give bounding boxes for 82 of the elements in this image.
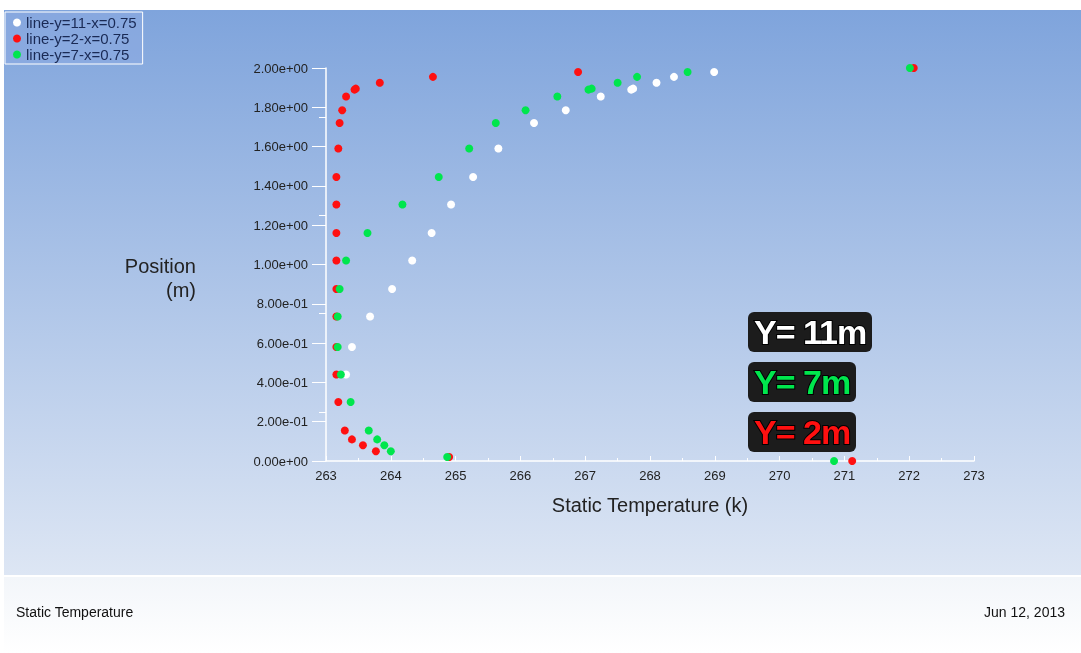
point [633, 72, 642, 81]
point [366, 312, 375, 321]
y-tick-label: 1.40e+00 [253, 178, 308, 194]
point [332, 173, 341, 182]
point [375, 78, 384, 87]
y-tick-label: 1.00e+00 [253, 257, 308, 272]
annotation: Y= 7m [748, 362, 857, 402]
y-tick-label: 0.00e+00 [253, 453, 308, 469]
point [336, 370, 345, 379]
y-tick-label: 8.00e-01 [256, 296, 308, 312]
point [447, 200, 456, 209]
point [596, 92, 605, 101]
point [561, 106, 570, 115]
point [848, 457, 857, 465]
y-tick-label: 2.00e+00 [253, 60, 308, 76]
point [342, 92, 351, 101]
point [342, 256, 351, 265]
point [338, 106, 347, 115]
y-axis-title: Position (m) [124, 255, 196, 301]
x-tick-label: 268 [639, 468, 661, 483]
y-tick-label: 6.00e-01 [256, 335, 308, 351]
annotation: Y= 2m [748, 412, 857, 452]
point [334, 144, 343, 153]
x-axis-title: Static Temperature (k) [551, 494, 749, 516]
point [332, 256, 341, 265]
point [371, 447, 380, 456]
legend-label: line-y=2-x=0.75 [26, 30, 130, 47]
point [346, 398, 355, 407]
point [428, 72, 437, 81]
point [332, 229, 341, 238]
point [340, 426, 349, 435]
point [335, 119, 344, 128]
point [530, 119, 539, 128]
point [669, 72, 678, 81]
y-tick-label: 1.20e+00 [253, 217, 308, 233]
point [683, 67, 692, 76]
text: Jun 12, 2013 [984, 604, 1065, 620]
point [386, 447, 395, 456]
point [363, 229, 372, 238]
x-tick-label: 263 [315, 468, 337, 483]
point [408, 256, 417, 265]
point [373, 435, 382, 444]
point [332, 200, 341, 209]
x-tick-label: 270 [768, 468, 791, 483]
point [905, 64, 914, 72]
x-tick-label: 271 [833, 468, 856, 483]
point [380, 441, 389, 450]
x-tick-label: 264 [379, 468, 402, 483]
point [710, 67, 719, 76]
y-tick-label: 2.00e-01 [256, 414, 308, 430]
y-tick-label: 1.60e+00 [253, 139, 308, 155]
point [358, 441, 367, 450]
point [652, 78, 661, 87]
y-tick-label: 1.80e+00 [253, 99, 308, 115]
legend-label: line-y=11-x=0.75 [26, 14, 137, 31]
point [469, 173, 478, 182]
point [388, 285, 397, 294]
annotation: Y= 11m [748, 312, 873, 352]
x-tick-label: 269 [703, 468, 726, 483]
text: Static Temperature [16, 604, 134, 620]
point [364, 426, 373, 435]
point [427, 229, 436, 238]
point [613, 78, 622, 87]
point [553, 92, 562, 101]
y-tick-label: 4.00e-01 [256, 374, 308, 390]
legend-label: line-y=7-x=0.75 [26, 46, 130, 63]
x-tick-label: 265 [444, 468, 467, 483]
point [491, 119, 500, 128]
point [398, 200, 407, 209]
point [334, 398, 343, 407]
point [434, 173, 443, 182]
point [347, 343, 356, 352]
point [465, 144, 474, 153]
x-tick-label: 267 [574, 468, 597, 483]
point [347, 435, 356, 444]
x-tick-label: 266 [509, 468, 532, 483]
point [521, 106, 530, 115]
point [830, 457, 839, 465]
point [494, 144, 503, 153]
x-tick-label: 272 [898, 468, 921, 483]
x-tick-label: 273 [963, 468, 985, 483]
point [574, 67, 583, 76]
